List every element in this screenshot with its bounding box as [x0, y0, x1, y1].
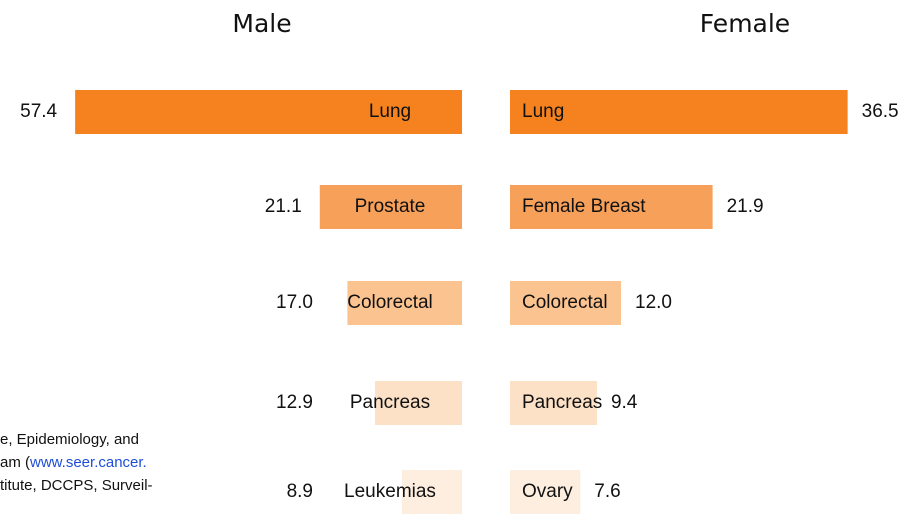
- footnote-text: titute, DCCPS, Surveil-: [0, 477, 153, 494]
- value-label: 9.4: [611, 392, 638, 413]
- category-label: Colorectal: [522, 292, 608, 313]
- value-label: 7.6: [594, 481, 620, 502]
- category-label: Leukemias: [344, 481, 436, 502]
- category-label: Lung: [522, 101, 564, 122]
- chart-title: Female: [700, 9, 790, 38]
- bar: [402, 470, 462, 514]
- category-label: Prostate: [355, 196, 426, 217]
- value-label: 21.1: [265, 196, 302, 217]
- category-label: Lung: [369, 101, 411, 122]
- bar: [319, 185, 462, 229]
- bar: [510, 90, 848, 134]
- category-label: Female Breast: [522, 196, 646, 217]
- bar: [510, 281, 621, 325]
- footnote-line: titute, DCCPS, Surveil-: [0, 477, 153, 494]
- value-label: 17.0: [276, 292, 313, 313]
- footnote-line: e, Epidemiology, and: [0, 431, 139, 448]
- value-label: 57.4: [20, 101, 57, 122]
- value-label: 12.9: [276, 392, 313, 413]
- bar: [510, 185, 713, 229]
- footnote-text: am (: [0, 454, 30, 471]
- footnote-text: e, Epidemiology, and: [0, 431, 139, 448]
- bar: [347, 281, 462, 325]
- value-label: 12.0: [635, 292, 672, 313]
- chart-title: Male: [232, 9, 291, 38]
- category-label: Colorectal: [347, 292, 433, 313]
- bar: [510, 381, 597, 425]
- value-label: 36.5: [862, 101, 899, 122]
- category-label: Pancreas: [350, 392, 430, 413]
- value-label: 8.9: [287, 481, 313, 502]
- bar: [75, 90, 463, 134]
- category-label: Pancreas: [522, 392, 602, 413]
- footnote-link: www.seer.cancer.: [29, 454, 147, 471]
- bar: [375, 381, 462, 425]
- category-label: Ovary: [522, 481, 573, 502]
- value-label: 21.9: [727, 196, 764, 217]
- footnote-line: am (www.seer.cancer.: [0, 454, 147, 471]
- bar: [510, 470, 581, 514]
